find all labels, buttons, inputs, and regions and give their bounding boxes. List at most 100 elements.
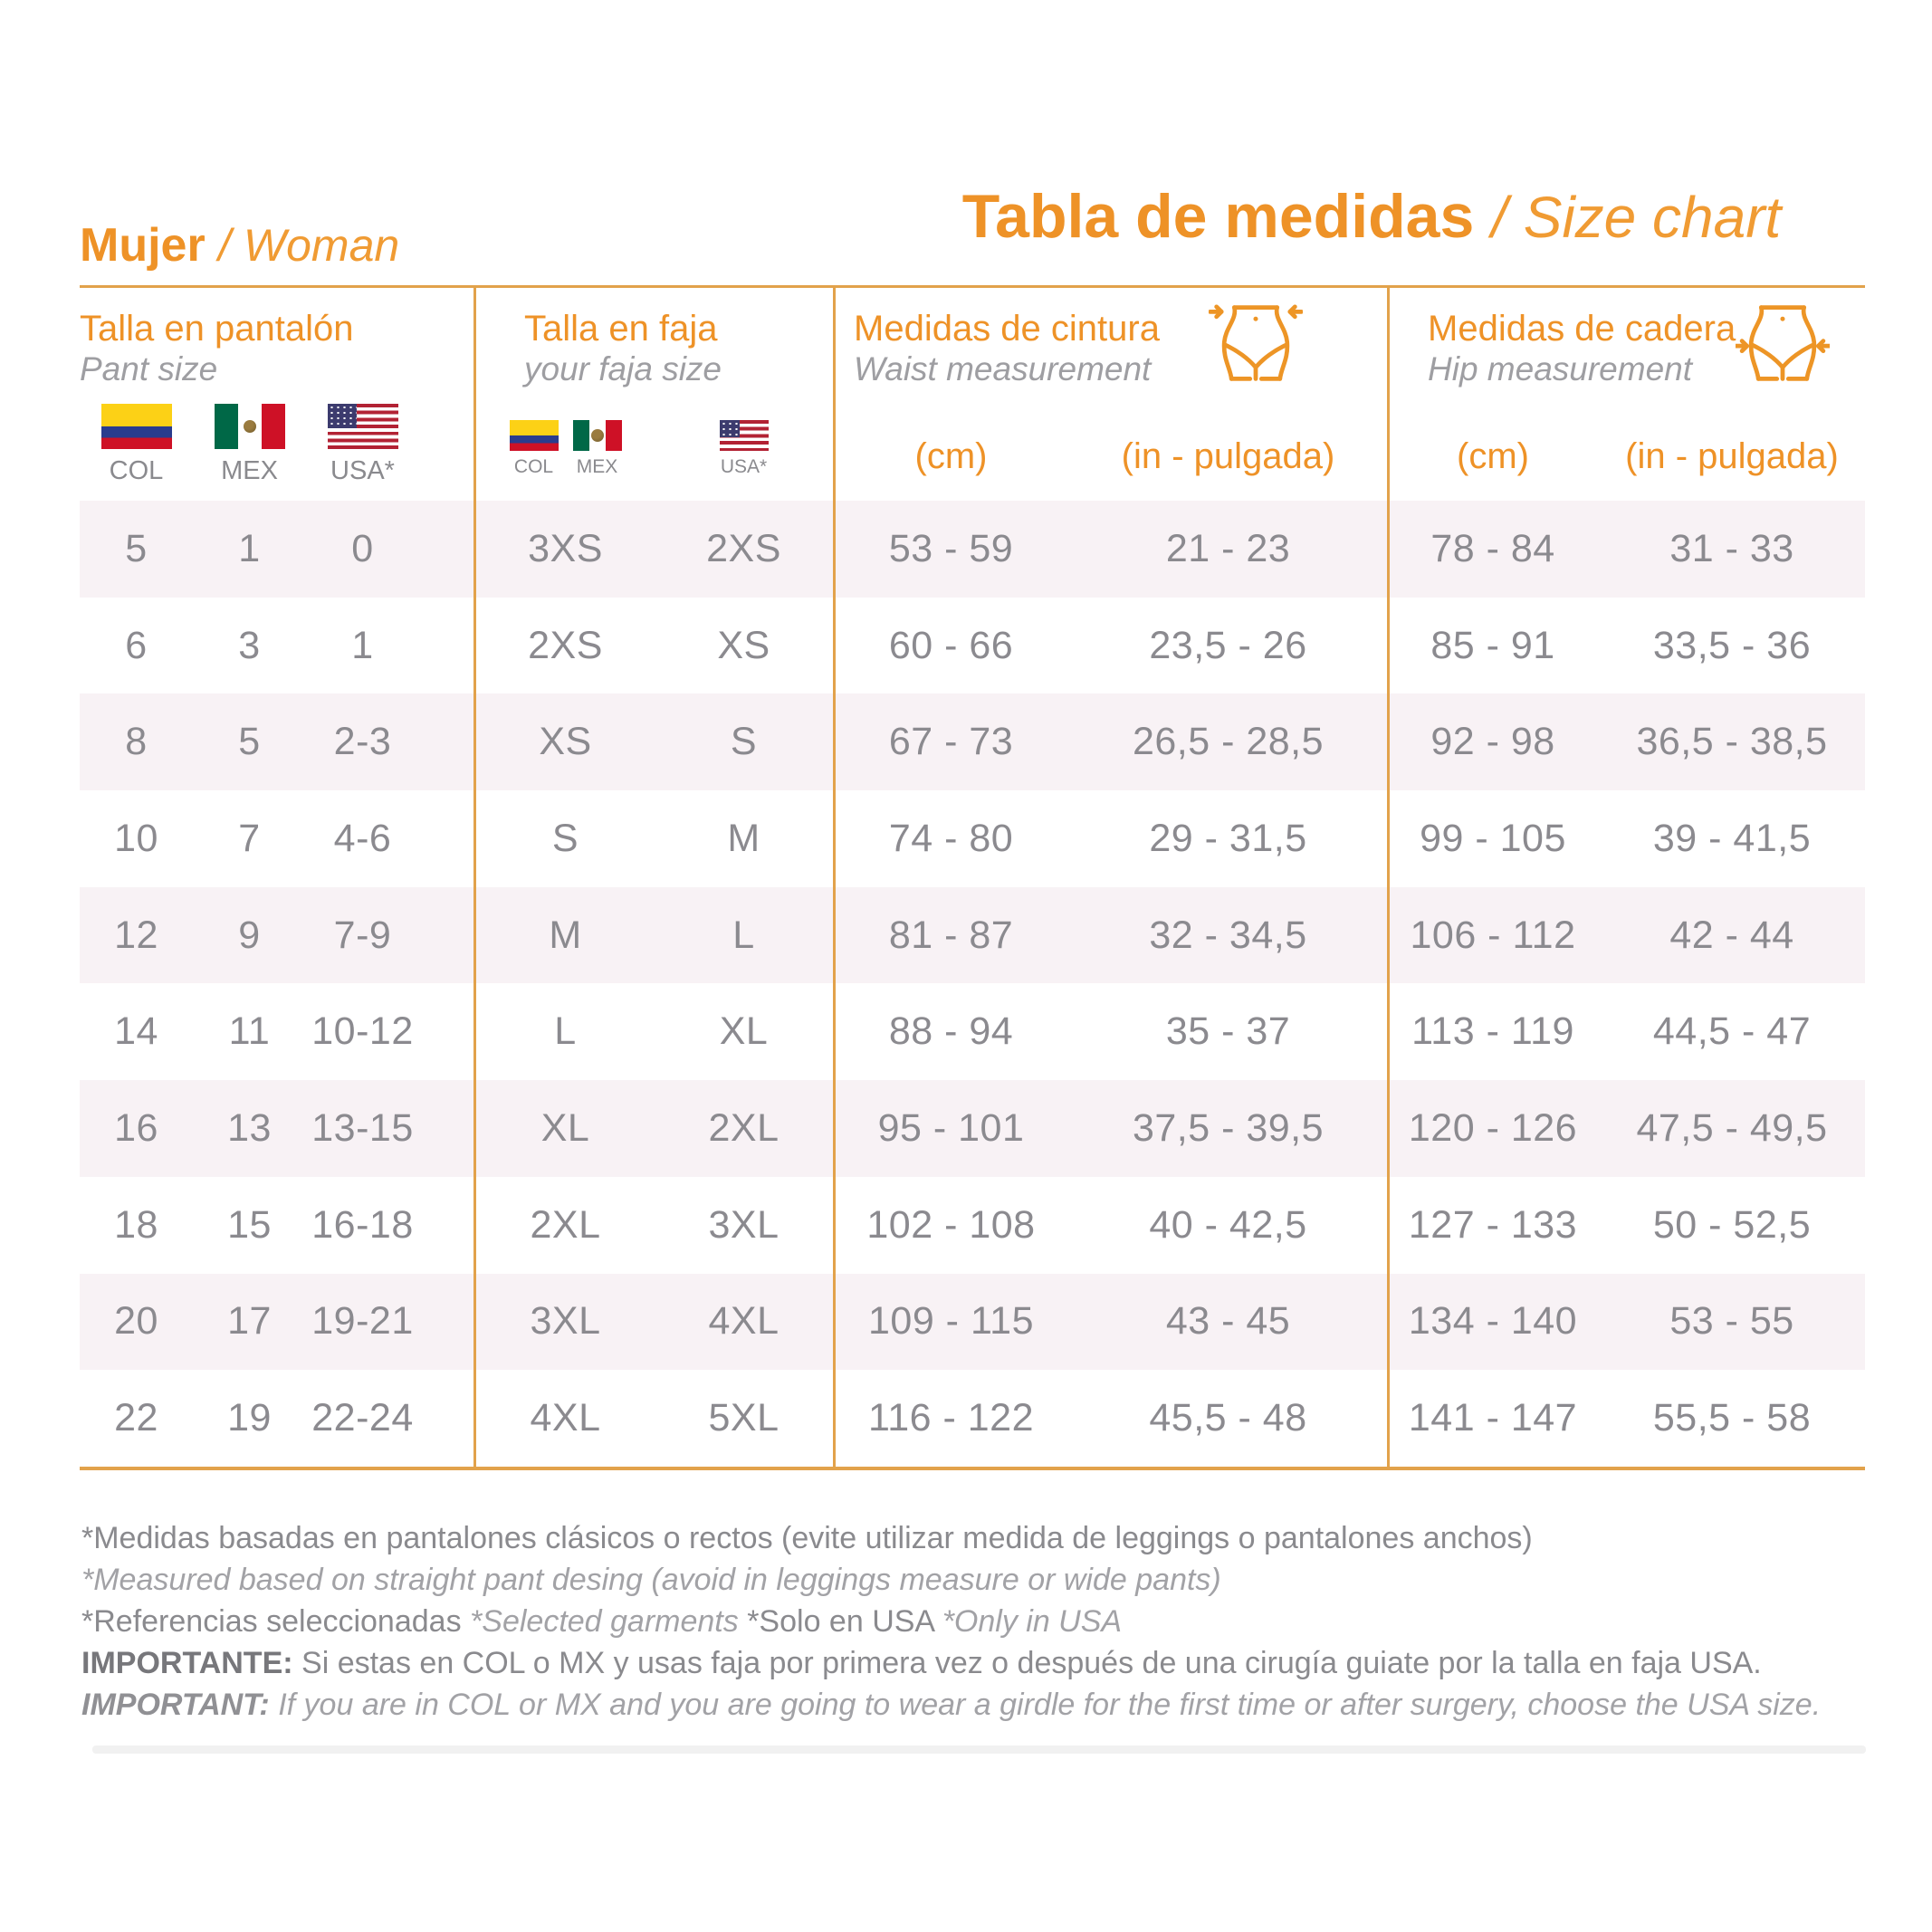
footnote-usa-en: *Only in USA [942,1603,1123,1639]
footnote-refs-es: *Referencias seleccionadas [81,1603,471,1639]
table-row: XL 2XL [476,1080,833,1177]
cell-waist_in: 43 - 45 [1165,1299,1291,1344]
footnotes: *Medidas basadas en pantalones clásicos … [81,1517,1932,1754]
table-row: 20 17 19-21 [80,1273,473,1371]
table-row: XS S [476,693,833,791]
cell-hip_in: 31 - 33 [1669,526,1794,570]
cell-pant_usa: 19-21 [311,1299,414,1344]
table-row: 60 - 66 23,5 - 26 [836,598,1387,694]
cell-hip_in: 47,5 - 49,5 [1636,1105,1828,1150]
cell-faja_usa: M [727,816,760,860]
page-title-en: / Size chart [1491,185,1782,250]
table-row: 99 - 105 39 - 41,5 [1390,790,1865,887]
table-row: L XL [476,983,833,1080]
cell-hip_cm: 106 - 112 [1410,913,1576,957]
cell-faja_usa: 2XL [708,1105,779,1150]
hip-title-en: Hip measurement [1428,350,1693,387]
faja-size-title-es: Talla en faja [524,309,718,349]
hip-measurement-icon [1736,299,1830,387]
cell-hip_cm: 120 - 126 [1408,1105,1578,1150]
table-row: 10 7 4-6 [80,790,473,887]
page-title-es: Tabla de medidas [961,182,1475,251]
cell-pant_usa: 13-15 [311,1105,414,1150]
column-group-faja-size: Talla en faja your faja size COL MEX [473,288,833,1467]
cell-hip_in: 42 - 44 [1669,913,1794,957]
cell-pant_col: 6 [125,623,148,667]
cell-hip_cm: 127 - 133 [1408,1202,1578,1247]
faja-size-header: Talla en faja your faja size COL MEX [476,288,833,501]
flag-label: COL [109,456,164,486]
flag-pair-col-mex: COL MEX [476,420,655,478]
table-row: 127 - 133 50 - 52,5 [1390,1177,1865,1274]
cell-pant_col: 12 [114,913,158,957]
cell-waist_cm: 88 - 94 [888,1009,1014,1054]
hip-units: (cm) (in - pulgada) [1390,436,1865,477]
cell-pant_usa: 2-3 [333,720,392,764]
table-row: 2XL 3XL [476,1177,833,1274]
table-row: 3XL 4XL [476,1273,833,1371]
usa-flag-icon [719,420,769,452]
cell-waist_cm: 95 - 101 [877,1105,1025,1150]
cell-pant_mex: 11 [228,1009,271,1054]
cell-hip_in: 55,5 - 58 [1652,1396,1812,1440]
flag-block-usa: USA* [719,420,769,478]
important-label-en: IMPORTANT: [81,1687,270,1722]
cell-hip_in: 39 - 41,5 [1652,816,1812,860]
waist-header: Medidas de cintura Waist measurement [836,288,1387,501]
unit-in-label: (in - pulgada) [1121,436,1335,476]
flag-label: MEX [221,456,278,486]
cell-faja_colmex: 4XL [530,1396,601,1440]
footnote-important-es: IMPORTANTE: Si estas en COL o MX y usas … [81,1642,1932,1684]
cell-faja_usa: XS [717,623,770,667]
cell-faja_colmex: M [549,913,582,957]
table-row: 4XL 5XL [476,1370,833,1467]
table-row: 74 - 80 29 - 31,5 [836,790,1387,887]
table-row: 116 - 122 45,5 - 48 [836,1370,1387,1467]
cell-pant_usa: 16-18 [311,1202,414,1247]
cell-hip_in: 36,5 - 38,5 [1636,720,1828,764]
cell-pant_usa: 4-6 [333,816,392,860]
flag-label: COL [513,456,554,478]
cell-pant_mex: 5 [238,720,261,764]
cell-faja_colmex: L [554,1009,577,1054]
cell-pant_mex: 7 [238,816,261,860]
cell-pant_mex: 9 [238,913,261,957]
waist-measurement-icon [1209,299,1303,387]
cell-hip_cm: 99 - 105 [1420,816,1566,860]
hip-title-es: Medidas de cadera [1428,309,1736,349]
left-title: Mujer / Woman [80,218,399,273]
table-row: 3XS 2XS [476,501,833,598]
table-row: 5 1 0 [80,501,473,598]
cell-pant_mex: 15 [227,1202,272,1247]
table-row: 134 - 140 53 - 55 [1390,1273,1865,1371]
cell-waist_in: 35 - 37 [1165,1009,1291,1054]
bottom-divider [92,1745,1866,1754]
cell-faja_colmex: 2XL [530,1202,601,1247]
flag-block-usa: USA* [306,404,419,486]
table-row: 109 - 115 43 - 45 [836,1273,1387,1371]
cell-pant_col: 18 [114,1202,158,1247]
table-row: 88 - 94 35 - 37 [836,983,1387,1080]
cell-hip_in: 33,5 - 36 [1652,623,1812,667]
waist-units: (cm) (in - pulgada) [836,436,1387,477]
table-row: 53 - 59 21 - 23 [836,501,1387,598]
cell-waist_in: 40 - 42,5 [1149,1202,1307,1247]
cell-waist_in: 29 - 31,5 [1149,816,1307,860]
table-row: 102 - 108 40 - 42,5 [836,1177,1387,1274]
cell-faja_colmex: XS [539,720,592,764]
cell-waist_in: 23,5 - 26 [1149,623,1307,667]
hip-header: Medidas de cadera Hip measurement [1390,288,1865,501]
unit-cm-label: (cm) [914,436,988,476]
important-label-es: IMPORTANTE: [81,1645,293,1680]
footnote-line-1: *Medidas basadas en pantalones clásicos … [81,1520,1533,1555]
cell-pant_mex: 17 [227,1299,272,1344]
table-row: 22 19 22-24 [80,1370,473,1467]
colombia-flag-icon [100,404,172,450]
colombia-flag-icon [509,420,559,452]
cell-waist_cm: 74 - 80 [888,816,1014,860]
table-row: 12 9 7-9 [80,886,473,984]
flag-block-col: COL [80,404,193,486]
flag-label: USA* [330,456,395,486]
flag-block-usa-wrap: USA* [655,420,833,478]
